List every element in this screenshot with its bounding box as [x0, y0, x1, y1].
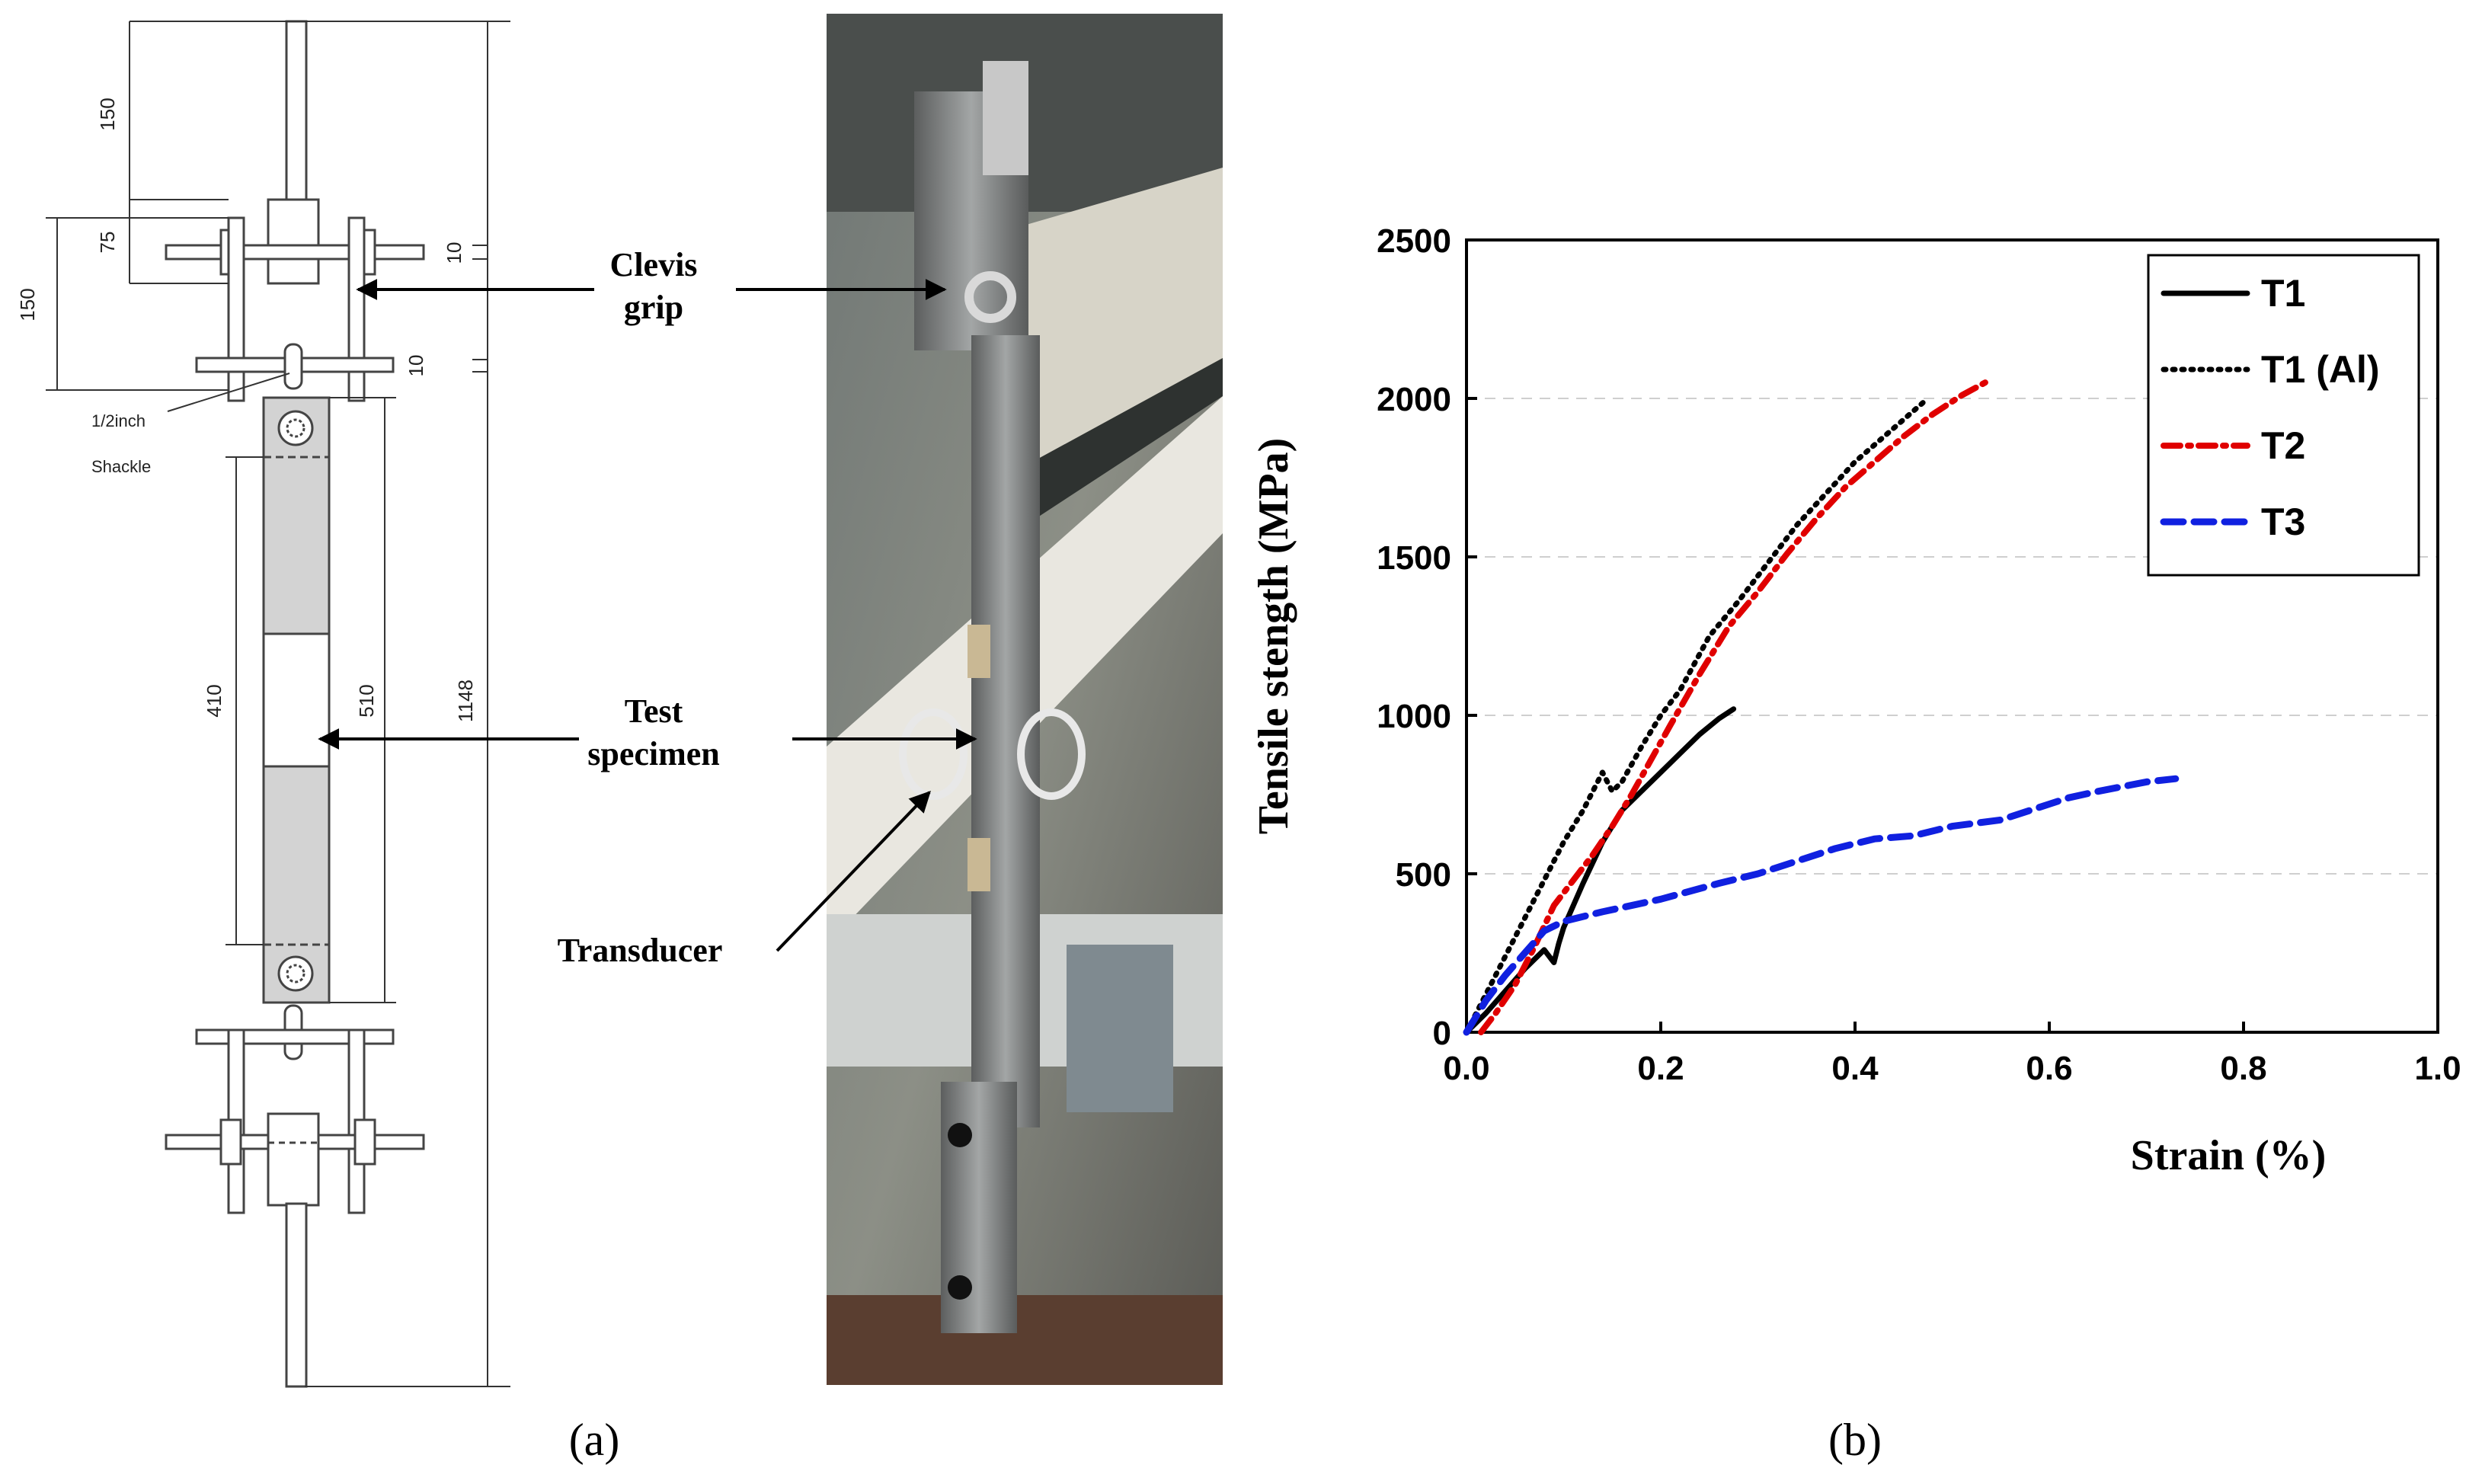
upper-bolt: [165, 244, 425, 261]
bottom-rod: [285, 1202, 308, 1388]
clevis-label-line1: Clevis: [610, 246, 698, 283]
legend: T1 T1 (Al) T2 T3: [2147, 254, 2420, 577]
y-axis-title: Tensile stength (MPa): [1250, 438, 1297, 835]
shackle-size-label: 1/2inch: [91, 411, 146, 430]
caption-a: (a): [569, 1415, 620, 1465]
plot-area: [1465, 238, 2439, 1034]
series-line-t2: [1478, 376, 1994, 1035]
left-side-plate: [227, 216, 245, 402]
y-tick-label: 2000: [1377, 381, 1451, 418]
caption-b: (b): [1828, 1415, 1882, 1465]
dimension-labels: 150 75 150 10 10 410 510 1148 1/2inch Sh…: [16, 98, 477, 722]
y-tick-label: 2500: [1377, 222, 1451, 260]
callouts: Clevis grip Test specimen Transducer: [318, 246, 977, 969]
dim-150-top: 150: [96, 98, 119, 130]
specimen-label-line2: specimen: [587, 735, 720, 772]
y-tick-label: 1500: [1377, 539, 1451, 577]
y-tick-label: 0: [1433, 1015, 1451, 1052]
dim-75: 75: [96, 232, 119, 254]
clevis-label-line2: grip: [624, 289, 683, 326]
series-line-t1: [1463, 706, 1737, 1035]
x-tick-label: 0.2: [1637, 1050, 1684, 1087]
transducer-arrow: [776, 790, 931, 952]
x-tick-label: 1.0: [2414, 1050, 2461, 1087]
dim-150-left: 150: [16, 288, 39, 321]
chart-ticks: 0 500 1000 1500 2000 2500 0.0 0.2 0.4 0.6 0.8 1.0: [1377, 222, 2461, 1087]
shackle-leader: [167, 373, 290, 412]
dim-410: 410: [203, 684, 225, 717]
right-side-plate: [347, 216, 366, 402]
series-line-t1-al: [1463, 395, 1931, 1035]
y-tick-label: 500: [1396, 856, 1451, 894]
legend-label: T1 (Al): [2261, 348, 2380, 391]
legend-label: T3: [2261, 501, 2305, 543]
legend-label: T1: [2261, 272, 2305, 315]
legend-label: T2: [2261, 424, 2305, 467]
lower-pin-bar: [195, 1028, 395, 1045]
shackle-label: Shackle: [91, 457, 151, 476]
dim-1148: 1148: [454, 680, 477, 722]
dim-510: 510: [355, 684, 378, 717]
x-tick-label: 0.8: [2220, 1050, 2266, 1087]
chart: 0 500 1000 1500 2000 2500 0.0 0.2 0.4 0.6 0.8 1.0 S…: [1250, 222, 2461, 1179]
dim-10-lower: 10: [405, 355, 427, 377]
dim-10-upper: 10: [443, 242, 465, 264]
x-tick-label: 0.4: [1831, 1050, 1879, 1087]
upper-clevis-block: [267, 198, 320, 285]
x-tick-label: 0.6: [2026, 1050, 2072, 1087]
series-line-t3: [1463, 775, 2180, 1036]
schematic-drawing: [165, 20, 425, 1388]
specimen-label-line1: Test: [625, 692, 683, 730]
y-tick-label: 1000: [1377, 698, 1451, 735]
chart-series: [1463, 376, 2180, 1036]
top-rod: [285, 20, 308, 213]
test-setup-photo: [827, 14, 1223, 1385]
transducer-label: Transducer: [558, 932, 723, 969]
x-tick-label: 0.0: [1443, 1050, 1489, 1087]
x-axis-title: Strain (%): [2131, 1132, 2327, 1179]
lower-clevis-block: [267, 1112, 320, 1207]
dimension-lines: [46, 21, 510, 1387]
